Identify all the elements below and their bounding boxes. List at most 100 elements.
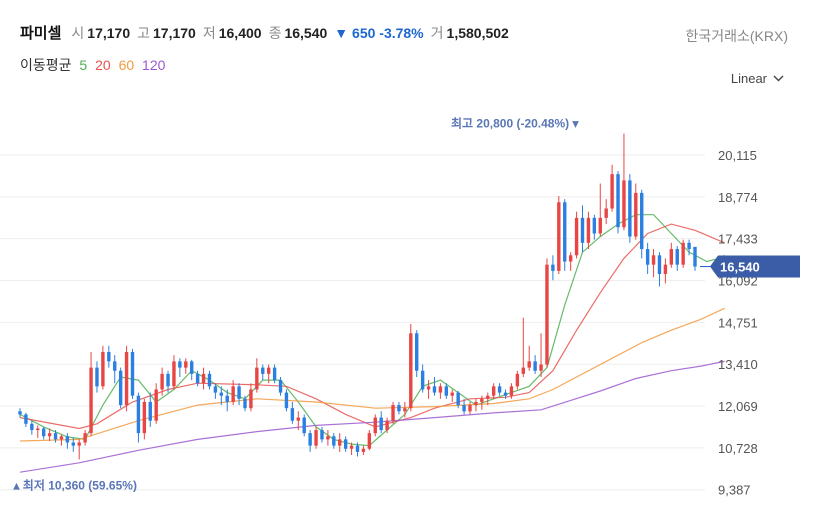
candle [640,189,644,259]
candle [243,395,247,412]
candle-body [231,386,235,402]
ma-line-60 [19,307,725,442]
current-price-tag [710,255,800,278]
candle-body [219,392,224,396]
candle-body [148,401,152,421]
candle [527,345,531,371]
candle [367,430,372,451]
candle [231,380,235,406]
candle [225,389,229,412]
candle-body [107,352,111,362]
candle [83,430,87,446]
candle [190,359,194,381]
candle-body [36,428,40,431]
close-label: 종 [268,25,282,41]
candle-body [361,448,366,452]
candle [71,437,75,452]
y-tick-label: 9,387 [718,483,751,498]
candle-body [184,361,188,368]
candle [391,401,395,424]
candle-body [462,405,466,412]
candle [450,389,454,402]
candle [539,333,543,377]
candle-body [634,192,638,237]
candle [432,376,437,396]
candle [184,358,188,374]
candle [107,345,111,368]
chart-annotations: 최고 20,800 (-20.48%) ▾ ▴ 최저 10,360 (59.65%… [12,116,800,492]
candle [219,386,224,406]
candle [77,439,81,460]
candle-body [30,423,34,431]
candle-body [136,395,141,434]
current-price-label: 16,540 [720,260,760,275]
candle-body [669,249,674,265]
candle-body [343,439,348,449]
candle-body [379,417,383,431]
candle-body [444,386,449,396]
candle-body [420,370,425,390]
candle [521,317,525,377]
chart-grid [0,154,705,491]
candle [373,414,377,437]
candle-body [438,386,443,393]
candle-body [24,414,28,424]
candle [160,367,164,396]
candle-body [681,242,685,265]
ma-legend-5[interactable]: 5 [79,57,88,73]
candle-body [628,180,632,237]
ma-legend-20[interactable]: 20 [95,57,111,73]
candle-body [320,430,324,440]
candle [53,430,58,443]
candle-body [450,392,454,396]
candle [24,412,28,427]
candle [426,380,431,399]
candle-body [89,367,93,434]
candle [207,370,212,390]
candle-body [456,392,460,406]
ma-legend-120[interactable]: 120 [142,57,166,73]
ma-legend-60[interactable]: 60 [118,57,135,73]
candle-body [391,405,395,421]
candle [349,442,354,455]
candle-body [142,401,147,434]
low-annotation: ▴ 최저 10,360 (59.65%) [12,477,137,492]
candle-body [509,386,514,396]
candle-body [195,373,200,384]
candle-body [332,436,336,446]
candle-body [515,373,520,387]
candle [124,345,129,412]
chevron-down-icon [773,75,784,82]
candle [651,249,656,278]
candle-body [373,417,377,434]
candle-body [545,264,549,365]
candle [480,395,484,410]
candle [598,183,602,237]
candle-body [403,408,407,412]
candle [213,383,218,399]
candle [675,245,679,271]
candle-body [675,249,679,265]
stock-name: 파미셀 [20,25,62,42]
candle-body [598,217,602,234]
candle [628,174,632,243]
candle-body [83,433,87,443]
candle [509,383,514,399]
candle-body [190,361,194,374]
scale-selector[interactable]: Linear [731,71,784,86]
candle-body [278,380,283,393]
candle-body [497,386,502,393]
candle [130,348,135,399]
candle [551,255,555,281]
ma-legend-label: 이동평균 [20,57,72,73]
candle [326,430,330,446]
ma-line-120 [19,360,725,473]
candle [59,434,64,446]
candle [95,361,99,393]
candle-body [468,405,472,412]
candle-body [255,367,259,390]
candle [195,370,200,387]
candle-body [302,417,306,434]
candle-body [160,373,164,390]
